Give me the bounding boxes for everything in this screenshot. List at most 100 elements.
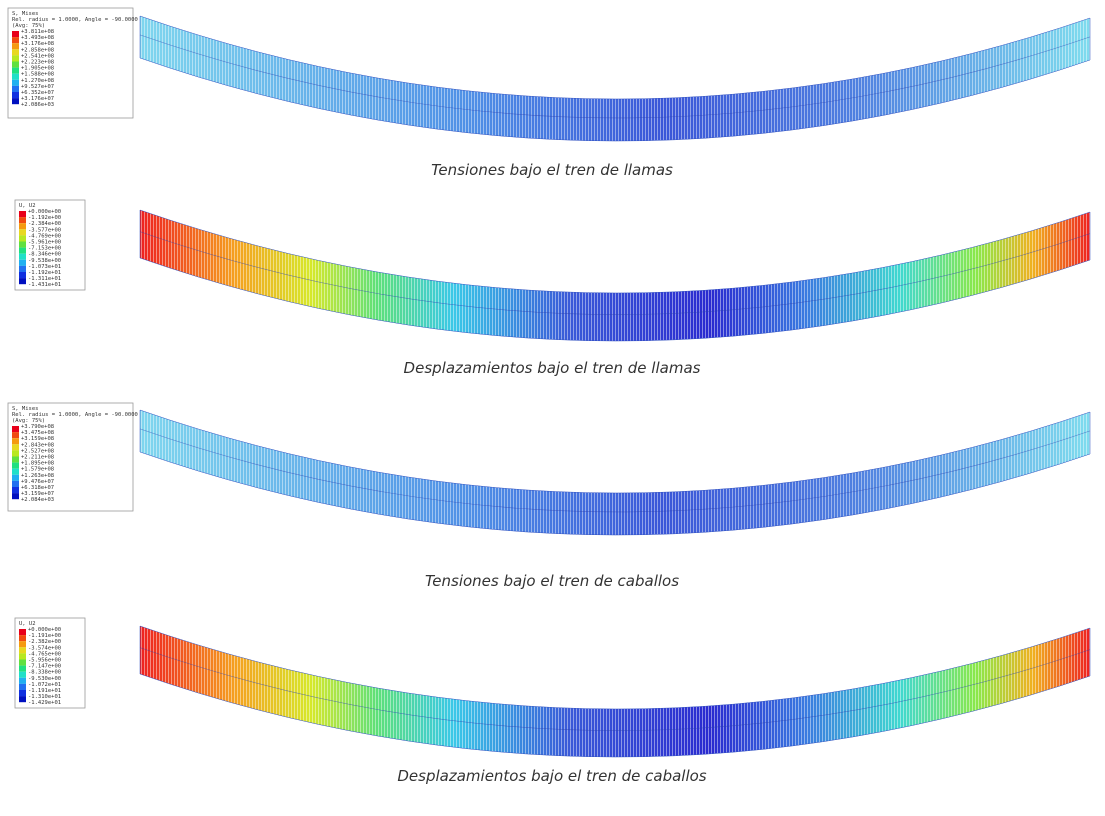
legend-value: +3.475e+08 (21, 430, 54, 436)
legend-value: +2.223e+08 (21, 60, 54, 66)
legend-value: -5.961e+00 (28, 240, 61, 246)
legend-color (12, 74, 19, 80)
beam-mesh (140, 210, 1090, 341)
legend-value: +3.159e+08 (21, 436, 54, 442)
legend-color (12, 444, 19, 450)
legend-value: -9.530e+00 (28, 676, 61, 682)
legend-color (12, 457, 19, 463)
legend-color (19, 635, 26, 641)
legend-color (19, 629, 26, 635)
legend-value: +1.895e+08 (21, 461, 54, 467)
caption: Desplazamientos bajo el tren de llamas (404, 359, 701, 377)
figure: S, MisesRel. radius = 1.0000, Angle = -9… (0, 0, 1105, 816)
legend-color (12, 68, 19, 74)
legend-value: +1.579e+08 (21, 467, 54, 473)
legend-value: +3.493e+08 (21, 35, 54, 41)
legend-color (12, 463, 19, 469)
legend-color (12, 62, 19, 68)
beam-mesh (140, 626, 1090, 757)
legend-value: +2.541e+08 (21, 53, 54, 59)
legend-color (12, 98, 19, 104)
legend-value: -3.574e+00 (28, 645, 61, 651)
legend-color (19, 653, 26, 659)
legend-value: -8.338e+00 (28, 670, 61, 676)
legend-value: -7.147e+00 (28, 664, 61, 670)
legend-value: -1.072e+01 (28, 682, 61, 688)
caption: Tensiones bajo el tren de llamas (431, 161, 673, 179)
legend-color (19, 229, 26, 235)
legend-color (12, 487, 19, 493)
legend-value: -1.191e+01 (28, 688, 61, 694)
legend-value: -4.769e+00 (28, 233, 61, 239)
legend-value: +9.476e+07 (21, 479, 54, 485)
page: S, MisesRel. radius = 1.0000, Angle = -9… (0, 0, 1105, 816)
legend-value: +2.211e+08 (21, 455, 54, 461)
legend-value: +3.176e+08 (21, 41, 54, 47)
legend-value: +2.843e+08 (21, 442, 54, 448)
legend-color (12, 37, 19, 43)
legend-value: +0.000e+00 (28, 627, 61, 633)
legend-color (19, 272, 26, 278)
legend-color (19, 242, 26, 248)
legend-color (19, 266, 26, 272)
legend-value: +0.000e+00 (28, 209, 61, 215)
legend-value: +1.905e+08 (21, 66, 54, 72)
legend-color (12, 432, 19, 438)
legend-value: +3.159e+07 (21, 491, 54, 497)
caption: Desplazamientos bajo el tren de caballos (397, 767, 706, 785)
legend-color (12, 450, 19, 456)
legend-value: +6.352e+07 (21, 90, 54, 96)
legend-color (19, 672, 26, 678)
legend-color (12, 481, 19, 487)
legend-value: -2.382e+00 (28, 639, 61, 645)
legend-color (12, 80, 19, 86)
caption: Tensiones bajo el tren de caballos (425, 572, 679, 590)
legend-value: -3.577e+00 (28, 227, 61, 233)
legend-value: +1.263e+08 (21, 473, 54, 479)
legend-color (19, 211, 26, 217)
legend-value: +9.527e+07 (21, 84, 54, 90)
legend-color (12, 55, 19, 61)
legend-color (12, 469, 19, 475)
legend-color (19, 678, 26, 684)
legend-value: -5.956e+00 (28, 658, 61, 664)
legend-color (19, 696, 26, 702)
legend-color (19, 278, 26, 284)
legend-value: -1.429e+01 (28, 700, 61, 706)
legend-value: -1.311e+01 (28, 276, 61, 282)
legend-color (19, 260, 26, 266)
legend-value: +6.318e+07 (21, 485, 54, 491)
legend-color (12, 92, 19, 98)
legend-value: +3.790e+08 (21, 424, 54, 430)
legend-value: -8.346e+00 (28, 252, 61, 258)
legend-value: +2.086e+03 (21, 102, 54, 108)
legend-value: +3.176e+07 (21, 96, 54, 102)
legend-color (19, 235, 26, 241)
legend-color (12, 426, 19, 432)
legend-value: -1.191e+00 (28, 633, 61, 639)
legend-value: +3.811e+08 (21, 29, 54, 35)
legend-color (19, 690, 26, 696)
legend-color (12, 49, 19, 55)
legend-value: -2.384e+00 (28, 221, 61, 227)
legend-color (19, 647, 26, 653)
legend-color (12, 43, 19, 49)
legend-color (12, 493, 19, 499)
legend-value: -7.153e+00 (28, 246, 61, 252)
legend-color (19, 248, 26, 254)
legend-color (19, 217, 26, 223)
legend-value: +2.527e+08 (21, 448, 54, 454)
legend-color (12, 475, 19, 481)
legend-value: -1.310e+01 (28, 694, 61, 700)
legend-value: +1.588e+08 (21, 72, 54, 78)
legend-value: -1.431e+01 (28, 282, 61, 288)
legend-color (19, 641, 26, 647)
legend-value: -1.192e+01 (28, 270, 61, 276)
legend-color (19, 660, 26, 666)
legend-value: -9.538e+00 (28, 258, 61, 264)
legend-value: -4.765e+00 (28, 651, 61, 657)
legend-color (12, 31, 19, 37)
legend-value: +2.084e+03 (21, 497, 54, 503)
legend-color (12, 438, 19, 444)
legend-color (19, 666, 26, 672)
